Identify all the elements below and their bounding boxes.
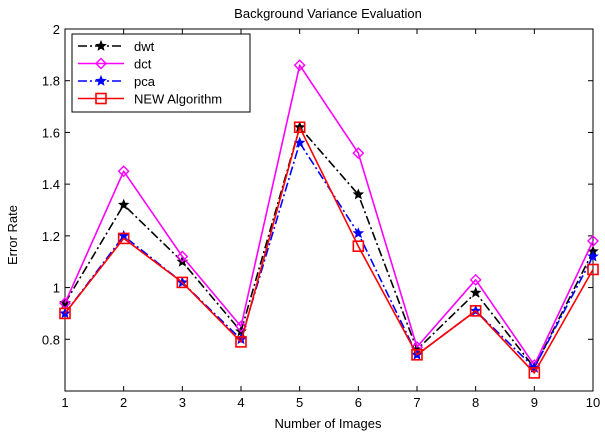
x-tick-label: 4 — [237, 395, 244, 410]
y-tick-label: 1.2 — [42, 229, 60, 244]
x-tick-label: 7 — [413, 395, 420, 410]
y-tick-label: 2 — [53, 22, 60, 37]
square-marker — [59, 307, 71, 320]
legend-label: dwt — [134, 39, 155, 54]
legend-label: pca — [134, 74, 156, 89]
chart-title: Background Variance Evaluation — [234, 6, 422, 21]
diamond-marker — [176, 250, 189, 263]
y-tick-label: 1 — [53, 281, 60, 296]
series-new-algorithm — [59, 121, 599, 379]
star-marker — [117, 198, 130, 210]
diamond-marker — [352, 147, 365, 160]
legend-label: NEW Algorithm — [134, 92, 222, 107]
square-marker — [352, 240, 365, 252]
legend-item: dct — [78, 57, 152, 72]
series-line — [64, 126, 594, 369]
legend-item: pca — [78, 74, 156, 89]
legend-item: dwt — [78, 39, 155, 54]
square-marker — [235, 336, 247, 348]
square-marker — [587, 263, 599, 276]
star-marker — [95, 39, 107, 51]
square-marker — [528, 367, 541, 379]
x-tick-label: 10 — [586, 395, 600, 410]
square-marker — [411, 348, 423, 361]
x-tick-label: 5 — [296, 395, 303, 410]
star-marker — [352, 188, 365, 200]
square-marker — [95, 92, 107, 105]
diamond-marker — [469, 273, 482, 286]
y-axis-label: Error Rate — [5, 205, 20, 265]
x-tick-label: 1 — [61, 395, 68, 410]
y-tick-label: 0.8 — [42, 332, 60, 347]
x-tick-label: 2 — [120, 395, 127, 410]
star-marker — [469, 286, 482, 298]
star-marker — [587, 250, 599, 262]
x-tick-label: 9 — [531, 395, 538, 410]
y-tick-label: 1.6 — [42, 125, 60, 140]
star-marker — [95, 74, 107, 86]
diamond-marker — [117, 165, 130, 178]
series-dct — [59, 59, 599, 372]
x-axis-label: Number of Images — [275, 416, 382, 431]
x-tick-label: 8 — [472, 395, 479, 410]
diamond-marker — [587, 235, 599, 248]
square-marker — [117, 232, 130, 245]
diamond-marker — [95, 57, 107, 70]
diamond-marker — [235, 320, 247, 333]
star-marker — [352, 227, 365, 239]
series-layer — [59, 59, 599, 379]
x-tick-label: 3 — [179, 395, 186, 410]
legend-label: dct — [134, 57, 152, 72]
series-line — [64, 64, 594, 366]
square-marker — [469, 305, 482, 317]
square-marker — [293, 121, 306, 134]
square-marker — [176, 276, 189, 289]
series-line — [64, 126, 594, 374]
legend-item: NEW Algorithm — [78, 92, 222, 107]
x-tick-label: 6 — [355, 395, 362, 410]
plot-frame — [64, 28, 594, 392]
axes: 1 2 3 4 5 6 7 8 9 10 0.8 1 1.2 1.4 1.6 1.8 2 — [42, 22, 600, 410]
y-tick-label: 1.4 — [42, 177, 60, 192]
y-tick-label: 1.8 — [42, 74, 60, 89]
legend: dwt dct pca NEW Algorithm — [71, 33, 251, 113]
diamond-marker — [293, 59, 306, 72]
